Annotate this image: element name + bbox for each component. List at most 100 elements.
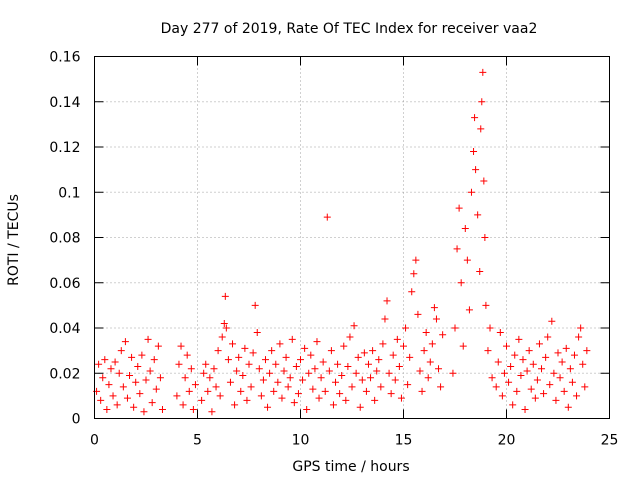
data-point	[573, 392, 581, 400]
data-point	[517, 372, 525, 380]
data-point	[527, 385, 535, 393]
data-point	[221, 292, 229, 300]
data-point	[305, 369, 313, 377]
data-point	[560, 387, 568, 395]
data-point	[255, 365, 263, 373]
data-point	[212, 383, 220, 391]
data-point	[480, 177, 488, 185]
data-point	[554, 349, 562, 357]
data-point	[156, 374, 164, 382]
data-point	[529, 360, 537, 368]
y-axis-label: ROTI / TECUs	[6, 194, 22, 286]
data-point	[189, 405, 197, 413]
data-point	[430, 304, 438, 312]
data-point	[400, 342, 407, 350]
y-tick-label: 0.08	[49, 231, 80, 247]
data-point	[562, 344, 570, 352]
data-point	[356, 403, 364, 411]
data-point	[453, 245, 461, 253]
data-point	[449, 369, 457, 377]
data-point	[105, 381, 113, 389]
data-point	[117, 347, 125, 355]
data-point	[126, 372, 134, 380]
data-point	[461, 224, 469, 232]
data-point	[556, 374, 564, 382]
data-point	[395, 362, 403, 370]
data-point	[408, 288, 416, 296]
x-tick-label: 20	[498, 433, 516, 449]
axis-ticks	[94, 56, 610, 419]
data-point	[424, 374, 432, 382]
data-point	[231, 401, 239, 409]
data-point	[218, 333, 226, 341]
data-point	[261, 356, 269, 364]
data-point	[511, 351, 519, 359]
data-point	[113, 401, 121, 409]
data-point	[381, 315, 389, 323]
data-point	[416, 367, 424, 375]
data-point	[278, 394, 286, 402]
data-point	[367, 374, 375, 382]
data-point	[354, 353, 362, 361]
data-point	[264, 403, 272, 411]
data-point	[377, 383, 385, 391]
data-point	[422, 329, 430, 337]
data-point	[397, 394, 405, 402]
data-point	[187, 365, 195, 373]
data-point	[432, 315, 440, 323]
data-point	[216, 392, 224, 400]
y-tick-label: 0.06	[49, 276, 80, 292]
data-point	[146, 367, 154, 375]
data-point	[552, 396, 560, 404]
data-point	[239, 372, 247, 380]
data-point	[474, 211, 482, 219]
data-point	[482, 301, 490, 309]
data-point	[472, 166, 480, 174]
data-point	[566, 365, 574, 373]
data-point	[348, 383, 356, 391]
data-point	[224, 356, 232, 364]
data-point	[459, 342, 467, 350]
data-point	[134, 362, 142, 370]
data-point	[379, 340, 387, 348]
data-point	[266, 369, 274, 377]
data-point	[513, 387, 521, 395]
data-point	[575, 333, 583, 341]
data-point	[290, 399, 298, 407]
data-point	[463, 256, 471, 264]
data-point	[564, 403, 572, 411]
data-point	[332, 378, 340, 386]
data-point	[402, 324, 410, 332]
data-point	[317, 374, 325, 382]
data-point	[535, 340, 543, 348]
y-tick-label: 0	[72, 412, 81, 428]
data-point	[420, 347, 428, 355]
data-point	[173, 392, 181, 400]
data-point	[352, 369, 360, 377]
data-point	[103, 405, 111, 413]
data-point	[546, 381, 554, 389]
data-point	[270, 387, 278, 395]
data-point	[344, 362, 352, 370]
x-tick-label: 5	[193, 433, 202, 449]
data-point	[247, 383, 255, 391]
data-point	[220, 319, 228, 327]
data-point	[470, 148, 478, 156]
data-point	[181, 374, 189, 382]
data-point	[533, 376, 541, 384]
data-point	[385, 369, 393, 377]
chart-title: Day 277 of 2019, Rate Of TEC Index for r…	[161, 21, 538, 37]
data-point	[268, 347, 276, 355]
data-point	[95, 360, 103, 368]
y-tick-label: 0.04	[49, 321, 80, 337]
data-point	[509, 401, 517, 409]
data-point	[111, 358, 119, 366]
data-point	[498, 392, 506, 400]
data-point	[478, 98, 486, 106]
data-point	[121, 338, 129, 346]
grid-lines	[94, 56, 610, 419]
data-point	[123, 394, 131, 402]
data-point	[303, 405, 311, 413]
data-point	[406, 353, 414, 361]
